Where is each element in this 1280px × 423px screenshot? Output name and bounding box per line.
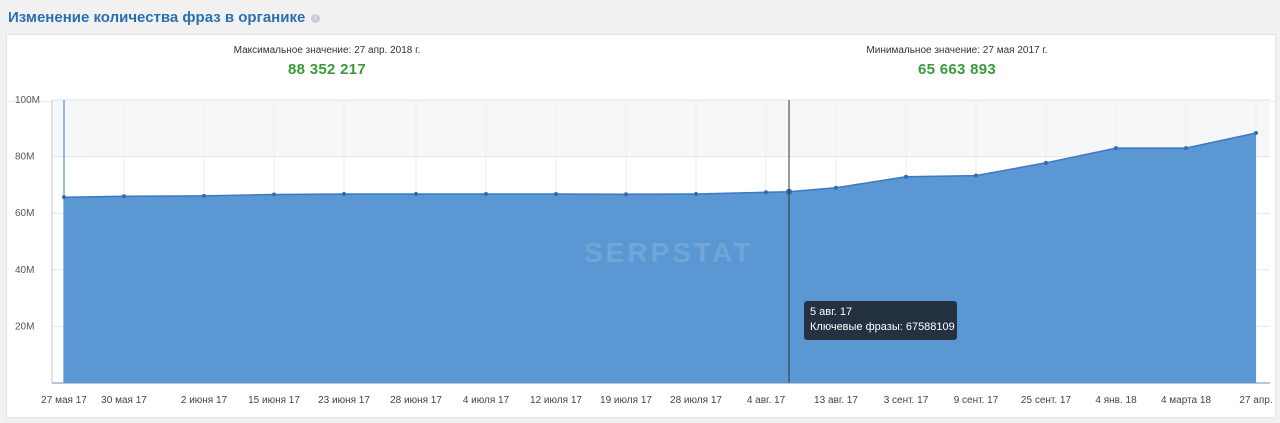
- x-tick-label: 23 июня 17: [318, 395, 370, 406]
- data-point[interactable]: [1114, 146, 1118, 151]
- data-point[interactable]: [1044, 160, 1048, 165]
- data-point[interactable]: [414, 191, 418, 196]
- y-axis-ticks: 20M 40M 60M 80M 100M: [15, 95, 40, 332]
- x-tick-label: 12 июля 17: [530, 395, 582, 406]
- max-stat: Максимальное значение: 27 апр. 2018 г. 8…: [177, 45, 477, 78]
- x-tick-label: 4 марта 18: [1161, 395, 1211, 406]
- x-tick-label: 28 июня 17: [390, 395, 442, 406]
- data-point[interactable]: [834, 185, 838, 190]
- data-point[interactable]: [694, 191, 698, 196]
- data-point[interactable]: [904, 174, 908, 179]
- data-point[interactable]: [624, 192, 628, 197]
- tooltip-date: 5 авг. 17: [810, 306, 853, 318]
- x-tick-label: 9 сент. 17: [954, 395, 999, 406]
- chart-tooltip: 5 авг. 17 Ключевые фразы: 67588109: [804, 301, 957, 340]
- data-point[interactable]: [554, 191, 558, 196]
- info-icon[interactable]: i: [311, 14, 321, 23]
- x-tick-label: 27 апр.: [1239, 395, 1272, 406]
- x-tick-label: 19 июля 17: [600, 395, 652, 406]
- max-value: 88 352 217: [287, 61, 367, 78]
- max-label: Максимальное значение: 27 апр. 2018 г.: [233, 45, 421, 56]
- y-tick-label: 80M: [15, 152, 34, 163]
- y-tick-label: 60M: [15, 208, 34, 219]
- data-point[interactable]: [974, 173, 978, 178]
- x-tick-label: 30 мая 17: [101, 395, 147, 406]
- data-point[interactable]: [342, 191, 346, 196]
- data-point[interactable]: [272, 192, 276, 197]
- min-value: 65 663 893: [917, 61, 997, 78]
- y-tick-label: 40M: [15, 265, 34, 276]
- x-tick-label: 25 сент. 17: [1021, 395, 1072, 406]
- x-tick-label: 13 авг. 17: [814, 395, 858, 406]
- min-stat: Минимальное значение: 27 мая 2017 г. 65 …: [807, 45, 1107, 78]
- y-tick-label: 100M: [15, 95, 40, 106]
- data-point[interactable]: [202, 193, 206, 198]
- min-label: Минимальное значение: 27 мая 2017 г.: [866, 45, 1048, 56]
- data-point[interactable]: [484, 191, 488, 196]
- plot-band: [52, 100, 1270, 157]
- widget-title: Изменение количества фраз в органике: [8, 8, 306, 26]
- tooltip-value: Ключевые фразы: 67588109: [810, 321, 955, 333]
- series-points: [62, 130, 1258, 200]
- x-axis-ticks: 27 мая 17 30 мая 17 2 июня 17 15 июня 17 23 …: [41, 395, 1272, 406]
- x-tick-label: 4 июля 17: [463, 395, 510, 406]
- x-tick-label: 15 июня 17: [248, 395, 300, 406]
- x-tick-label: 28 июля 17: [670, 395, 722, 406]
- watermark: SERPSTAT: [584, 237, 753, 268]
- x-tick-label: 2 июня 17: [181, 395, 228, 406]
- x-tick-label: 27 мая 17: [41, 395, 87, 406]
- data-point[interactable]: [764, 190, 768, 195]
- x-tick-label: 4 янв. 18: [1095, 395, 1137, 406]
- widget-header: Изменение количества фраз в органике i: [8, 6, 321, 28]
- y-grid: [52, 99, 1270, 327]
- series-area: [64, 133, 1256, 383]
- x-tick-label: 3 сент. 17: [884, 395, 929, 406]
- data-point[interactable]: [62, 195, 66, 200]
- data-point[interactable]: [1184, 146, 1188, 151]
- y-tick-label: 20M: [15, 321, 34, 332]
- x-tick-label: 4 авг. 17: [747, 395, 786, 406]
- data-point[interactable]: [1254, 130, 1258, 135]
- data-point[interactable]: [122, 194, 126, 199]
